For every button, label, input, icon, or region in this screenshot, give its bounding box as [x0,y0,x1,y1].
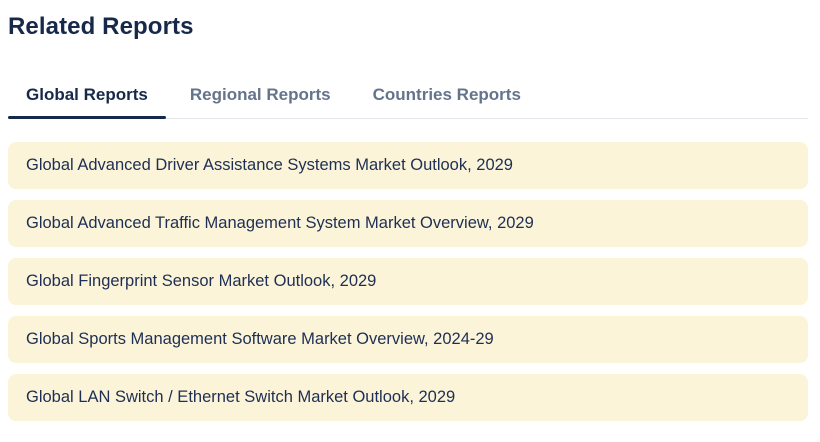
tab-global-reports[interactable]: Global Reports [8,72,166,119]
report-tabs: Global Reports Regional Reports Countrie… [8,72,808,119]
report-link[interactable]: Global Sports Management Software Market… [8,316,808,363]
report-link-label: Global Fingerprint Sensor Market Outlook… [26,272,377,290]
tab-regional-reports-label: Regional Reports [189,85,331,104]
tab-countries-reports-label: Countries Reports [372,85,521,104]
report-link-label: Global LAN Switch / Ethernet Switch Mark… [26,388,456,406]
report-link-label: Global Sports Management Software Market… [26,330,494,348]
report-list: Global Advanced Driver Assistance System… [8,142,808,421]
page-title: Related Reports [8,13,194,40]
report-link-label: Global Advanced Traffic Management Syste… [26,214,534,232]
report-link[interactable]: Global LAN Switch / Ethernet Switch Mark… [8,374,808,421]
report-link-label: Global Advanced Driver Assistance System… [26,156,513,174]
report-link[interactable]: Global Advanced Driver Assistance System… [8,142,808,189]
report-link[interactable]: Global Fingerprint Sensor Market Outlook… [8,258,808,305]
tab-regional-reports[interactable]: Regional Reports [172,72,349,118]
related-reports-section: Related Reports Global Reports Regional … [8,13,808,421]
tab-countries-reports[interactable]: Countries Reports [355,72,539,118]
report-link[interactable]: Global Advanced Traffic Management Syste… [8,200,808,247]
tab-global-reports-label: Global Reports [26,85,148,104]
